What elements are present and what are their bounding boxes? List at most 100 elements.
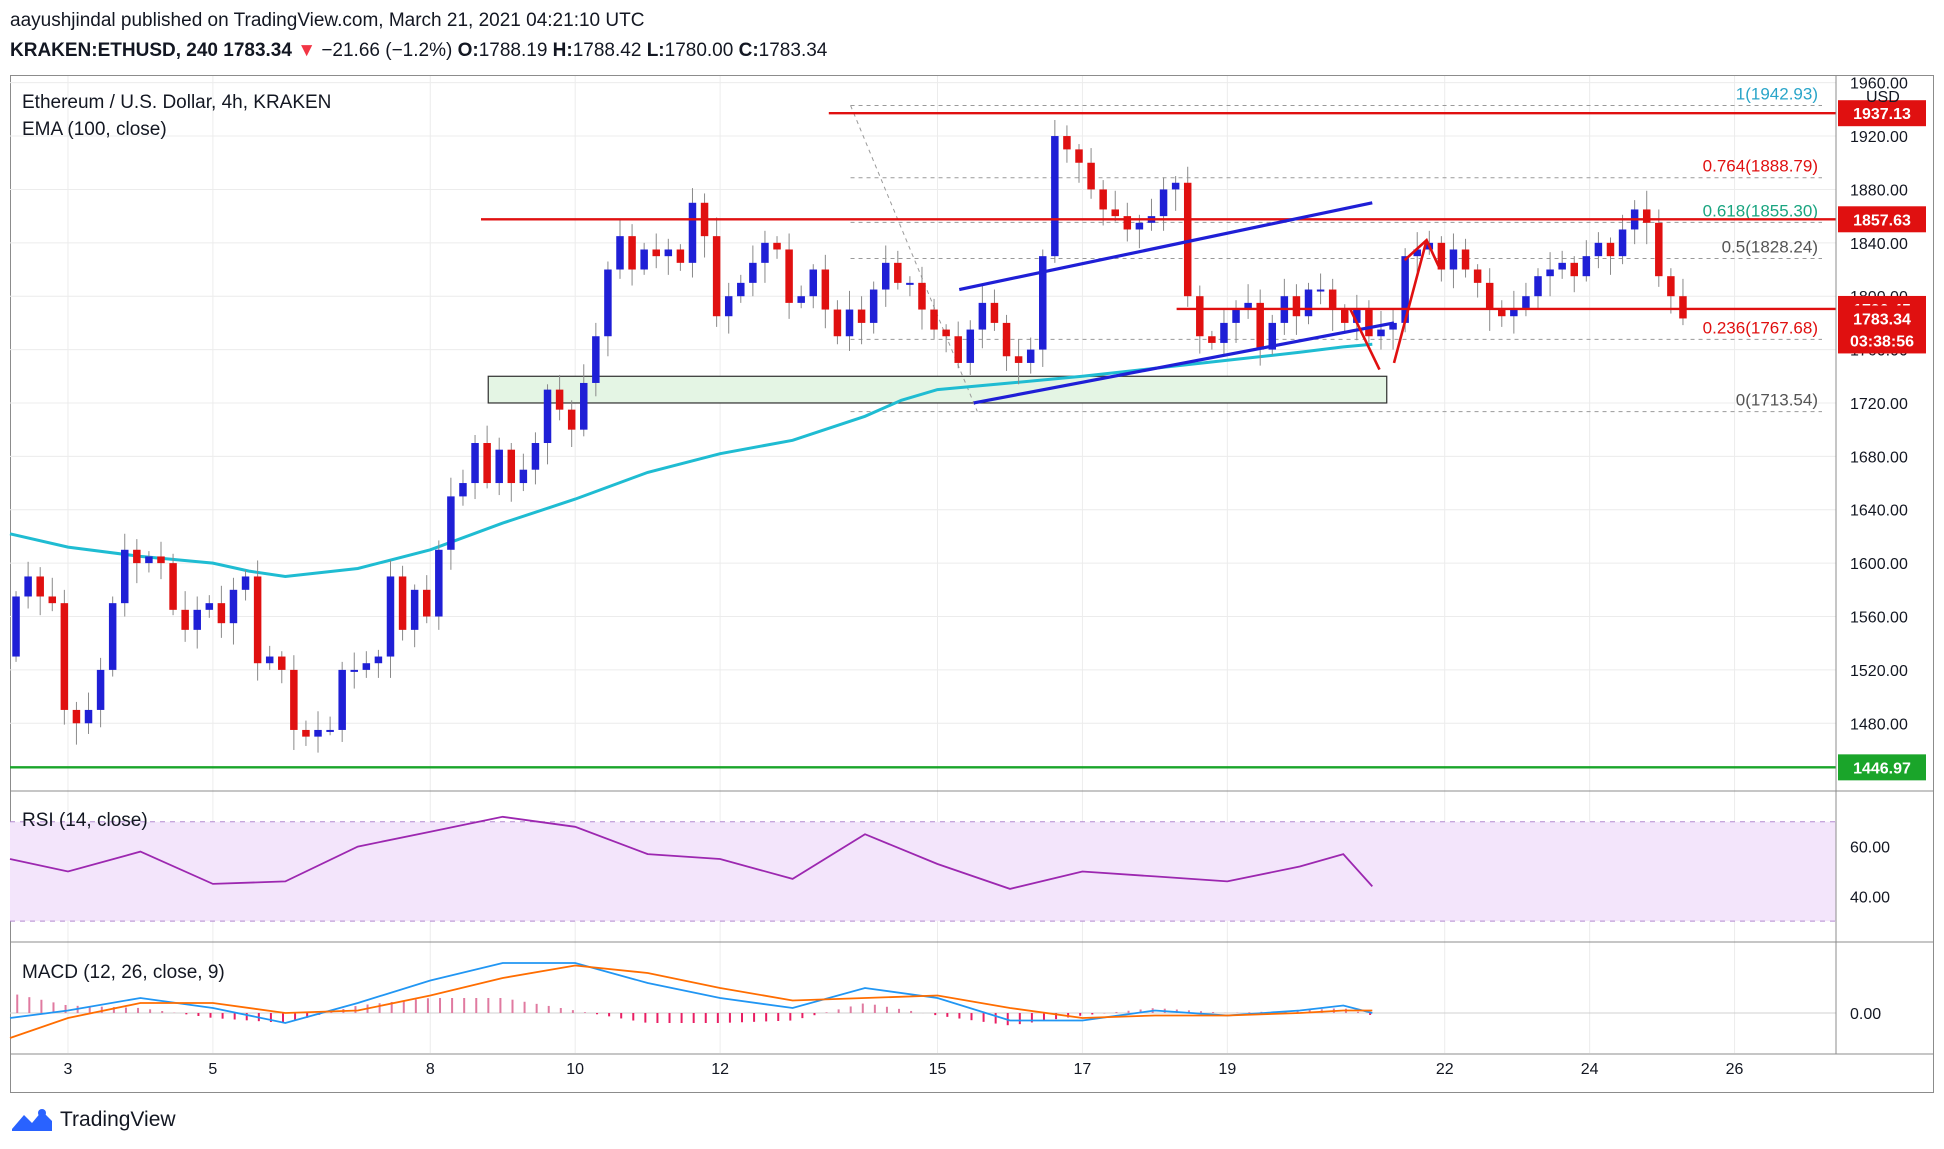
channel-upper-line [958,201,1373,292]
candle [1401,256,1409,323]
candle [410,589,419,630]
candle [1304,289,1313,317]
candle [918,282,926,310]
candle [1498,309,1506,317]
rsi-band [10,821,1836,922]
candle [1087,162,1095,190]
candle [1026,349,1035,363]
fibonacci-layer: 1(1942.93) 0.764(1888.79) 0.618(1855.30) 0.… [850,84,1822,413]
currency-label: USD [1866,89,1900,106]
candle [821,269,830,310]
candle [121,549,129,604]
candle [386,576,395,657]
candle [422,589,431,617]
level-tag-support-low [1838,754,1926,781]
bar-timer-text: 03:38:56 [1850,333,1914,350]
candle [265,656,274,664]
last-price-tag [1838,305,1926,354]
fib-label: 1(1942.93) [1736,84,1818,103]
channel-lower-line [973,321,1395,405]
level-tag-resistance-mid-text: 1857.63 [1853,212,1911,229]
arrow-down [1349,309,1381,371]
level-tag-support-low-text: 1446.97 [1853,760,1911,777]
candle [785,249,793,303]
tradingview-logo-icon [12,1109,52,1131]
candle [1268,322,1277,350]
candle [133,549,141,564]
candle [990,302,999,323]
date-tick-label: 19 [1218,1061,1236,1078]
candle [1014,356,1023,363]
candle [1534,276,1542,297]
candle [1606,242,1615,257]
high-value: 1788.42 [572,40,642,61]
level-tag-resistance-top [1838,100,1926,127]
candle [1473,269,1482,283]
candle [1667,276,1675,297]
change-value: −21.66 (−1.2%) [321,40,453,61]
candle [1183,182,1192,297]
rsi-line [9,815,1373,890]
candle [954,336,962,363]
ema-label: EMA (100, close) [22,119,167,140]
date-tick-label: 8 [426,1061,435,1078]
candle [145,556,153,564]
candle [580,382,588,430]
candle [1618,229,1627,257]
rsi-tick-label: 60.00 [1850,840,1890,857]
date-tick-label: 22 [1436,1061,1454,1078]
candle [894,262,902,283]
candle [1159,189,1168,217]
candle [350,669,358,672]
footer-brand: TradingView [60,1108,176,1131]
candle [857,309,866,323]
candle [628,236,636,270]
low-value: 1780.00 [664,40,734,61]
macd-label: MACD (12, 26, close, 9) [22,962,225,983]
candle [773,242,781,250]
candle [1292,296,1301,317]
candle [338,669,346,730]
candle [435,549,443,617]
signal-line [9,964,1373,1039]
macd-tick-label: 0.00 [1850,1006,1881,1023]
level-tag-resistance-top-text: 1937.13 [1853,106,1911,123]
candle [362,663,371,670]
candle [1365,309,1373,337]
candle [640,249,648,270]
candle [1522,296,1530,310]
fib-label: 0.236(1767.68) [1703,318,1818,337]
last-price: 1783.34 [223,40,292,61]
candle [1171,182,1180,190]
candle [108,603,117,670]
candle [12,596,20,657]
candle [797,296,805,303]
arrow-up-head [1403,237,1440,267]
candle [930,309,938,330]
candle [205,603,214,610]
candle [1328,289,1337,310]
candle [483,443,491,484]
candle [96,669,105,710]
candle [966,329,975,363]
main-title: Ethereum / U.S. Dollar, 4h, KRAKEN [22,92,331,113]
candle [169,563,177,610]
candle [1510,309,1518,317]
candle [1340,309,1349,323]
macd-line [9,962,1373,1024]
price-tags-layer: 1937.131857.631790.451446.971783.3403:38… [1838,100,1926,781]
high-label: H: [552,40,573,61]
candle [1558,262,1566,270]
date-tick-label: 17 [1074,1061,1092,1078]
candle [507,449,516,484]
price-tick-label: 1600.00 [1850,556,1908,573]
price-tick-label: 1840.00 [1850,236,1908,253]
candle [193,609,201,630]
candle [809,269,818,297]
candle [72,709,81,724]
publish-line: aayushjindal published on TradingView.co… [10,10,645,31]
price-tick-label: 1480.00 [1850,716,1908,733]
candle [1546,269,1554,277]
candle [157,556,165,564]
